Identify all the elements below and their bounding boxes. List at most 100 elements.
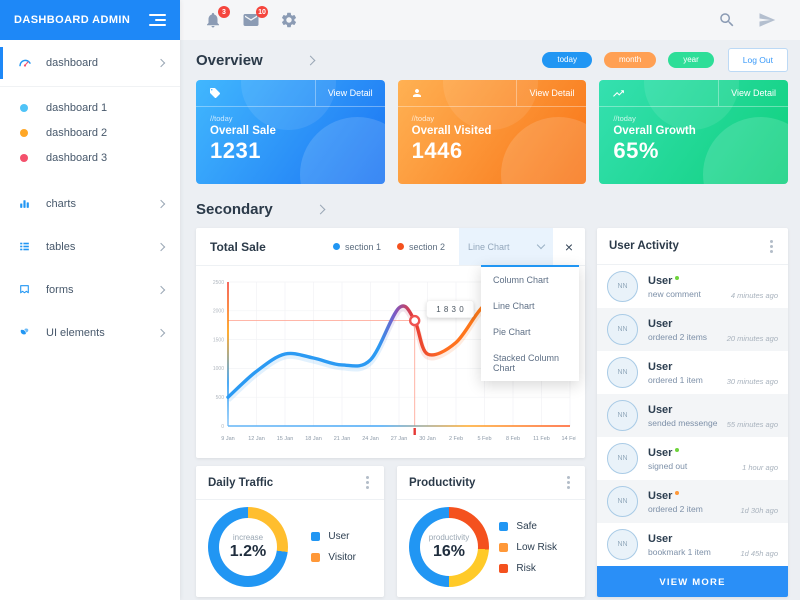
sidebar-item-forms[interactable]: forms [0,268,180,311]
svg-text:21 Jan: 21 Jan [334,436,351,442]
main-content: Overview today month year Log Out View D… [180,40,800,600]
legend-square [499,563,509,573]
sidebar-item-tables[interactable]: tables [0,225,180,268]
dropdown-option[interactable]: Pie Chart [493,327,531,337]
view-more-button[interactable]: VIEW MORE [597,566,788,597]
stat-title: Overall Sale [210,125,276,137]
stat-period: //today [411,114,435,123]
donut-center-label: productivity [428,533,470,542]
activity-time: 55 minutes ago [726,420,778,429]
stat-title: Overall Growth [613,125,696,137]
svg-text:8 Feb: 8 Feb [506,436,520,442]
dropdown-option[interactable]: Column Chart [493,275,549,285]
stat-card-overall-visited: View Detail //today Overall Visited 1446 [397,80,587,184]
svg-text:2000: 2000 [213,309,224,315]
activity-time: 20 minutes ago [726,334,778,343]
hamburger-menu-icon[interactable] [149,14,166,26]
filter-pill-today[interactable]: today [542,52,592,68]
left-column: Total Sale section 1 section 2 [196,228,585,597]
user-activity-row[interactable]: NN User signed out 1 hour ago [597,437,788,480]
chevron-right-icon [315,204,326,214]
dropdown-option[interactable]: Stacked Column Chart [493,353,560,373]
sidebar-item-dashboard-1[interactable]: dashboard 1 [0,95,180,120]
secondary-bar: Secondary [196,198,788,220]
user-name: User [648,274,673,287]
svg-text:27 Jan: 27 Jan [391,436,408,442]
user-name: User [648,446,673,459]
donut-center-value: 16% [432,543,466,560]
legend-square [311,553,321,562]
view-detail-link[interactable]: View Detail [718,80,788,106]
topbar-left-icons: 3 10 [204,6,298,29]
donut-center-value: 1.2% [229,543,267,560]
user-activity-title: User Activity [609,240,679,252]
activity-time: 1 hour ago [742,463,778,472]
app-title: DASHBOARD ADMIN [14,14,131,26]
sidebar-item-dashboard-3[interactable]: dashboard 3 [0,145,180,170]
user-activity-row[interactable]: NN User ordered 2 items 20 minutes ago [597,308,788,351]
legend-square [499,542,509,552]
view-detail-link[interactable]: View Detail [314,80,385,106]
total-sale-header: Total Sale section 1 section 2 [196,228,585,266]
chart-type-select[interactable]: Line Chart [459,228,553,265]
overview-controls: today month year Log Out [530,48,788,72]
search-icon[interactable] [718,11,736,29]
sidebar-item-ui-elements[interactable]: UI elements [0,311,180,354]
kebab-menu-icon[interactable] [564,472,573,493]
logout-button[interactable]: Log Out [727,48,788,72]
bell-badge: 3 [218,6,230,18]
stat-period: //today [613,114,636,123]
dropdown-option[interactable]: Line Chart [493,301,535,311]
cyan-dot-icon [20,103,28,112]
view-detail-link[interactable]: View Detail [516,80,586,106]
user-action: signed out [648,460,688,471]
svg-text:30 Jan: 30 Jan [419,436,436,442]
gauge-icon [16,55,33,71]
productivity-body: productivity 16% Safe [397,500,585,594]
chart-type-select-value: Line Chart [468,241,510,252]
productivity-donut-chart: productivity 16% [409,507,489,587]
user-action: ordered 2 items [648,331,708,342]
stat-value: 1231 [210,138,261,163]
sidebar-item-dashboard[interactable]: dashboard [0,40,180,87]
stat-value: 65% [613,138,659,163]
topbar-right-icons [718,11,776,29]
user-activity-row[interactable]: NN User ordered 1 item 30 minutes ago [597,351,788,394]
legend-item: section 2 [396,242,445,252]
mail-icon[interactable]: 10 [242,6,268,29]
chevron-right-icon [156,328,166,337]
tag-icon [196,80,238,106]
user-activity-row[interactable]: NN User bookmark 1 item 1d 45h ago [597,523,788,566]
avatar: NN [607,443,638,474]
topbar: 3 10 [180,0,800,40]
user-activity-row[interactable]: NN User new comment 4 minutes ago [597,265,788,308]
avatar: NN [607,486,638,517]
mail-badge: 10 [256,6,268,18]
sidebar-item-charts[interactable]: charts [0,182,180,225]
productivity-header: Productivity [397,466,585,500]
avatar: NN [607,271,638,302]
status-dot-icon [675,447,680,452]
bar-chart-icon [16,197,33,210]
productivity-legend: Safe Low Risk [499,521,557,574]
user-activity-row[interactable]: NN User ordered 2 item 1d 30h ago [597,480,788,523]
close-icon[interactable]: × [564,238,574,255]
activity-time: 4 minutes ago [730,291,778,300]
user-name: User [648,403,673,416]
send-paper-plane-icon[interactable] [758,11,776,29]
kebab-menu-icon[interactable] [363,472,372,493]
user-activity-row[interactable]: NN User sended messenge 55 minutes ago [597,394,788,437]
filter-pill-month[interactable]: month [603,52,657,68]
stat-period: //today [210,114,233,123]
legend-item: Risk [499,563,557,574]
svg-text:0: 0 [221,424,224,430]
kebab-menu-icon[interactable] [767,236,776,257]
notifications-bell-icon[interactable]: 3 [204,6,230,29]
overview-bar: Overview today month year Log Out [196,46,788,74]
settings-gear-icon[interactable] [280,11,298,29]
user-activity-header: User Activity [597,228,788,265]
filter-pill-year[interactable]: year [668,52,714,68]
person-icon [398,80,440,106]
sidebar-item-dashboard-2[interactable]: dashboard 2 [0,120,180,145]
